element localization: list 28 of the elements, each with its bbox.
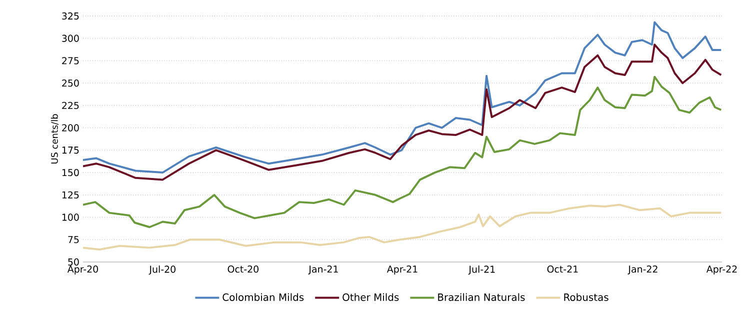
line-series bbox=[83, 21, 722, 174]
y-tick-label: 50 bbox=[68, 258, 79, 266]
y-tick-label: 250 bbox=[62, 80, 79, 87]
x-tick-label: Jan-22 bbox=[628, 266, 658, 274]
x-tick-label: Oct-21 bbox=[547, 266, 578, 273]
x-tick-label: Jul-20 bbox=[148, 266, 176, 275]
x-tick-label: Apr-21 bbox=[386, 266, 418, 275]
x-tick-label: Oct-20 bbox=[228, 266, 258, 273]
legend-label: Robustas bbox=[564, 293, 608, 301]
line-series bbox=[83, 76, 722, 228]
x-tick-label: Jul-21 bbox=[468, 266, 495, 275]
legend-label: Colombian Milds bbox=[222, 293, 304, 301]
y-tick-label: 200 bbox=[62, 124, 79, 132]
y-tick-label: 225 bbox=[62, 102, 79, 110]
y-tick-label: 150 bbox=[62, 168, 79, 176]
y-tick-label: 300 bbox=[62, 34, 79, 42]
x-tick-label: Apr-22 bbox=[706, 266, 737, 275]
x-tick-label: Apr-20 bbox=[67, 266, 98, 275]
y-axis-title: US cents/lb bbox=[50, 114, 59, 164]
y-tick-label: 125 bbox=[62, 191, 79, 198]
x-tick-label: Jan-21 bbox=[308, 266, 338, 274]
legend-label: Other Milds bbox=[342, 293, 399, 301]
y-tick-label: 275 bbox=[62, 57, 79, 64]
y-tick-label: 100 bbox=[62, 214, 79, 221]
legend-label: Brazilian Naturals bbox=[438, 293, 525, 301]
y-tick-label: 325 bbox=[62, 12, 79, 20]
y-tick-label: 175 bbox=[62, 146, 79, 154]
y-tick-label: 75 bbox=[68, 236, 79, 244]
